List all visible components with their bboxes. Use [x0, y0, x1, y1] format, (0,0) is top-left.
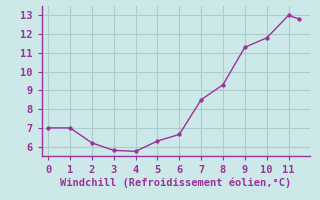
X-axis label: Windchill (Refroidissement éolien,°C): Windchill (Refroidissement éolien,°C): [60, 178, 292, 188]
